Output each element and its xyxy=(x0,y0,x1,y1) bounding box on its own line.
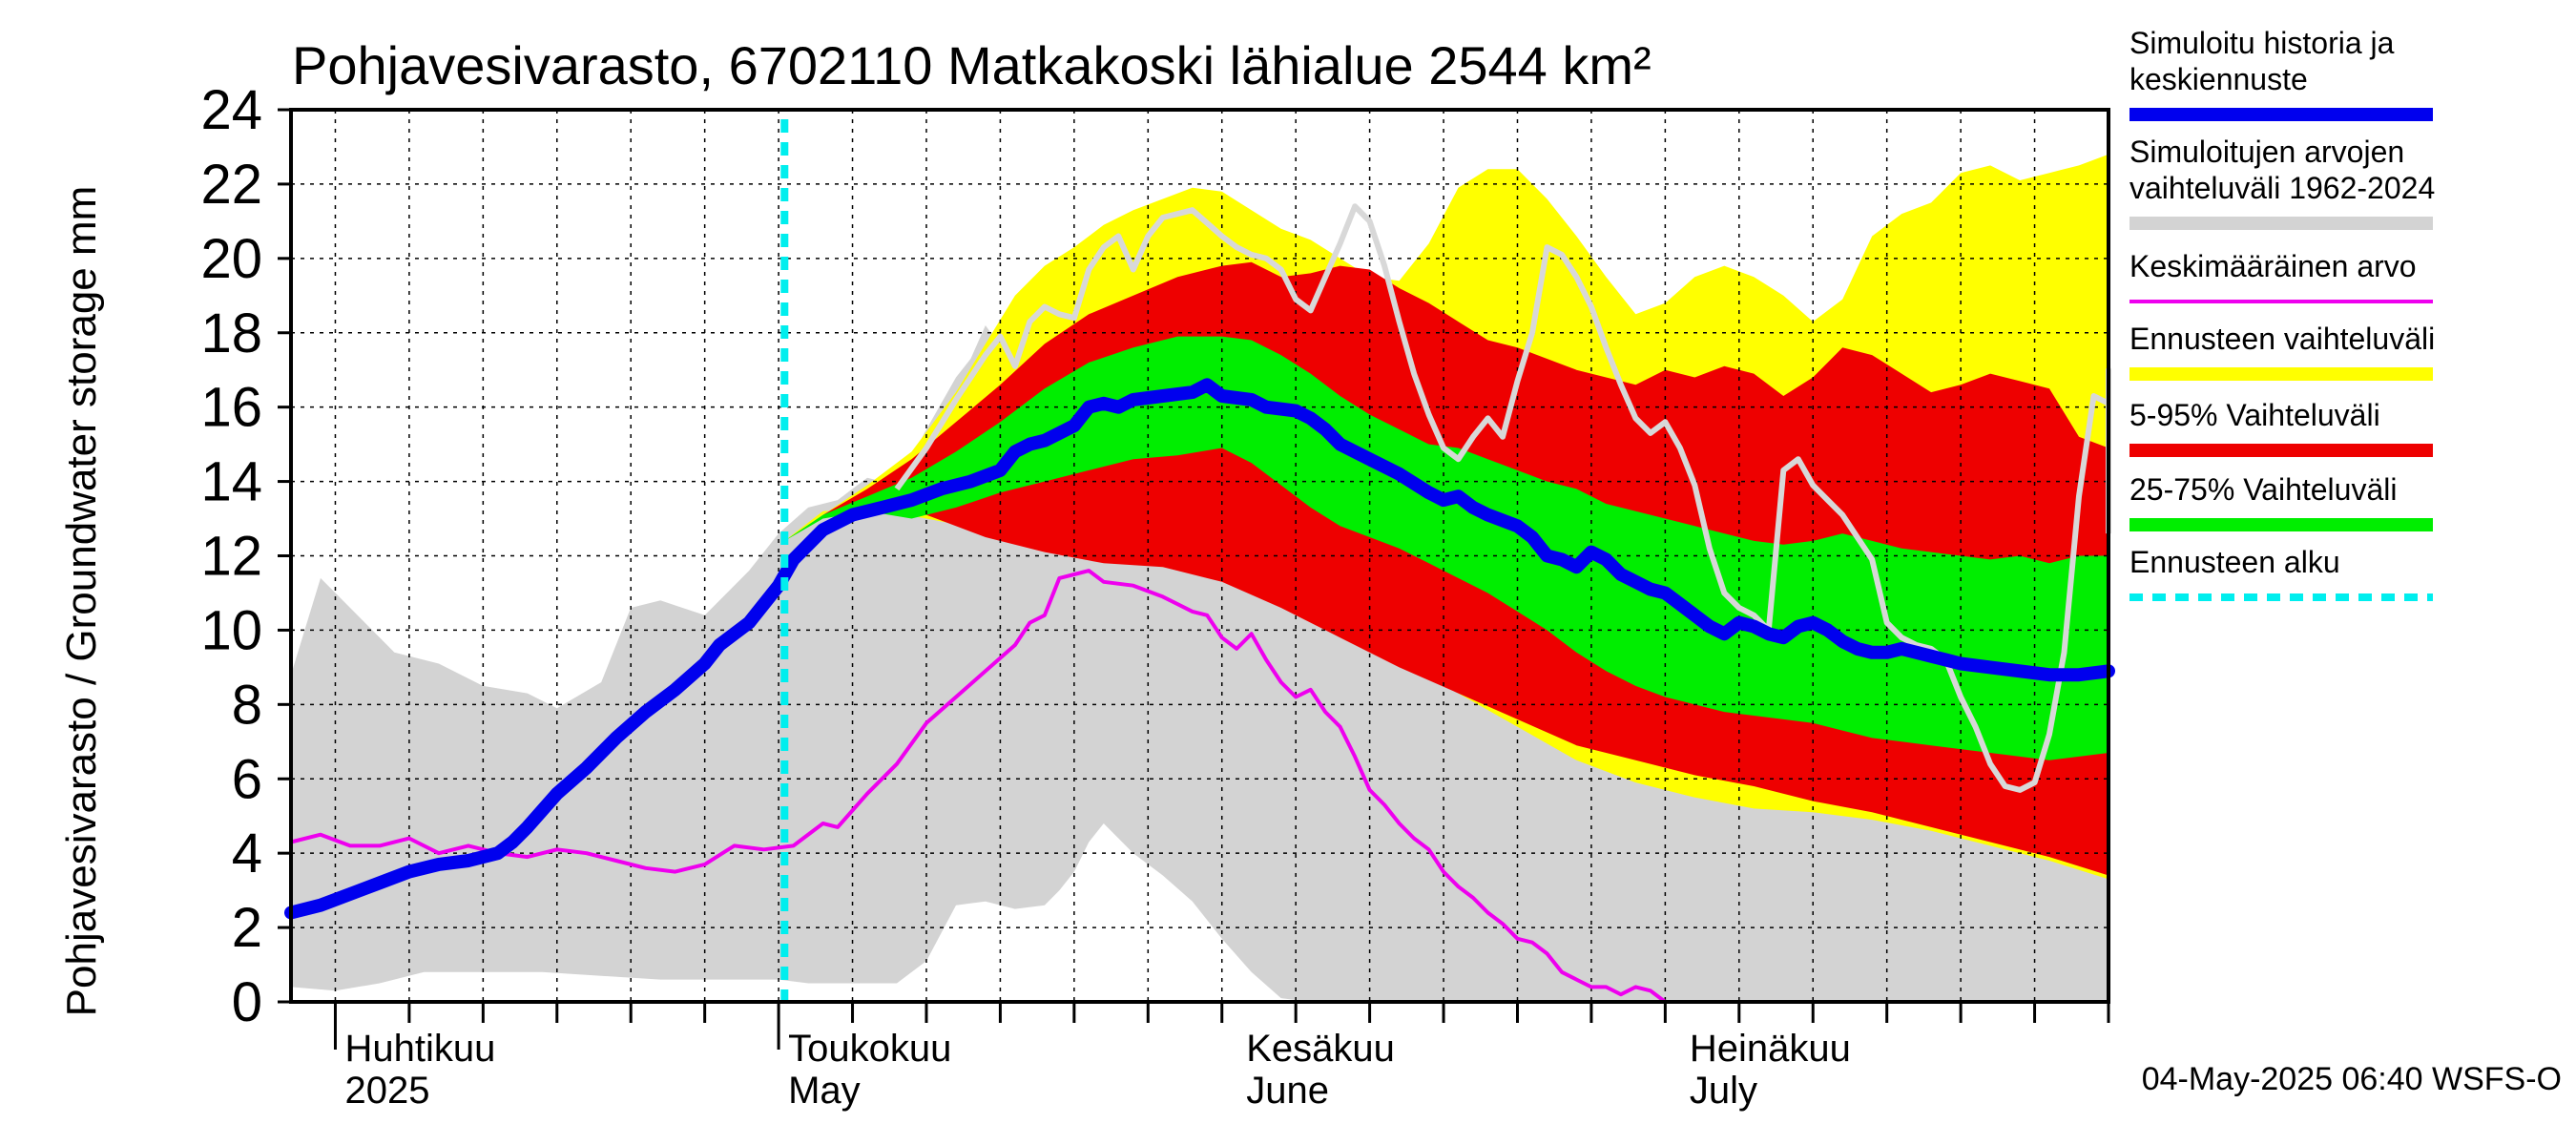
y-tick-label: 2 xyxy=(232,897,262,959)
legend-label: Simuloitu historia ja xyxy=(2129,26,2395,60)
x-month-label-en: June xyxy=(1246,1070,1329,1112)
y-tick-label: 10 xyxy=(200,599,262,661)
bands-layer xyxy=(291,154,2109,1002)
legend-label: 25-75% Vaihteluväli xyxy=(2129,472,2397,507)
band-25-75 xyxy=(784,336,2109,760)
y-tick-label: 14 xyxy=(200,451,262,513)
y-tick-label: 12 xyxy=(200,526,262,588)
footer-timestamp: 04-May-2025 06:40 WSFS-O xyxy=(2142,1061,2562,1097)
y-tick-label: 16 xyxy=(200,377,262,439)
x-month-label-fi: Kesäkuu xyxy=(1246,1028,1395,1070)
legend-label: Simuloitujen arvojen xyxy=(2129,135,2404,169)
legend-label: Ennusteen alku xyxy=(2129,545,2340,579)
legend-label: keskiennuste xyxy=(2129,62,2308,96)
x-month-label-en: May xyxy=(788,1070,861,1112)
plot-area xyxy=(284,108,2115,1004)
legend-label: Keskimääräinen arvo xyxy=(2129,249,2417,283)
legend-label: Ennusteen vaihteluväli xyxy=(2129,322,2435,356)
legend-label: 5-95% Vaihteluväli xyxy=(2129,398,2380,432)
x-month-label-fi: Heinäkuu xyxy=(1690,1028,1851,1070)
y-tick-label: 18 xyxy=(200,302,262,364)
x-month-label-fi: Huhtikuu xyxy=(344,1028,495,1070)
y-tick-label: 6 xyxy=(232,748,262,810)
y-tick-label: 24 xyxy=(200,79,262,141)
historical-year-line xyxy=(894,203,2111,793)
y-tick-label: 20 xyxy=(200,228,262,290)
x-month-label-en: July xyxy=(1690,1070,1757,1112)
mean-line xyxy=(290,569,2109,1004)
y-tick-label: 22 xyxy=(200,154,262,216)
x-month-label-fi: Toukokuu xyxy=(788,1028,951,1070)
chart-title: Pohjavesivarasto, 6702110 Matkakoski läh… xyxy=(292,35,1652,95)
y-axis-label: Pohjavesivarasto / Groundwater storage m… xyxy=(58,186,105,1017)
lines-layer xyxy=(284,119,2115,1004)
y-tick-label: 8 xyxy=(232,674,262,736)
x-month-label-en: 2025 xyxy=(344,1070,429,1112)
historical-range-band xyxy=(291,210,2109,1002)
y-tick-label: 4 xyxy=(232,822,262,885)
legend-label: vaihteluväli 1962-2024 xyxy=(2129,171,2435,205)
grid-layer xyxy=(291,110,2109,1002)
y-tick-label: 0 xyxy=(232,971,262,1033)
median-forecast-line xyxy=(284,378,2115,920)
